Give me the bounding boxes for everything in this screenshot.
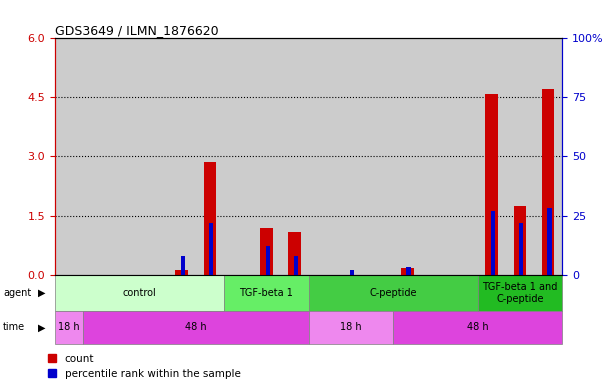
Bar	[309, 38, 337, 275]
Bar	[209, 223, 213, 275]
Bar	[83, 38, 111, 275]
Bar	[83, 311, 309, 344]
Bar	[337, 38, 365, 275]
Bar	[55, 38, 83, 275]
Bar	[393, 311, 562, 344]
Bar	[224, 275, 309, 311]
Text: ▶: ▶	[38, 322, 45, 333]
Bar	[175, 270, 188, 275]
Bar	[542, 89, 554, 275]
Bar	[478, 275, 562, 311]
Bar	[288, 232, 301, 275]
Text: 48 h: 48 h	[185, 322, 207, 333]
Text: time: time	[3, 322, 25, 333]
Bar	[393, 38, 421, 275]
Bar	[519, 223, 524, 275]
Bar	[260, 228, 273, 275]
Bar	[294, 256, 298, 275]
Bar	[252, 38, 280, 275]
Bar	[224, 38, 252, 275]
Text: C-peptide: C-peptide	[369, 288, 417, 298]
Text: 48 h: 48 h	[467, 322, 488, 333]
Bar	[401, 268, 414, 275]
Text: GDS3649 / ILMN_1876620: GDS3649 / ILMN_1876620	[55, 24, 219, 37]
Bar	[547, 209, 552, 275]
Bar	[491, 211, 495, 275]
Legend: count, percentile rank within the sample: count, percentile rank within the sample	[48, 354, 241, 379]
Bar	[196, 38, 224, 275]
Text: control: control	[123, 288, 156, 298]
Bar	[111, 38, 139, 275]
Bar	[55, 311, 83, 344]
Text: ▶: ▶	[38, 288, 45, 298]
Bar	[309, 311, 393, 344]
Bar	[421, 38, 450, 275]
Bar	[266, 246, 270, 275]
Bar	[203, 162, 216, 275]
Bar	[55, 275, 224, 311]
Bar	[513, 206, 526, 275]
Text: 18 h: 18 h	[58, 322, 80, 333]
Text: TGF-beta 1 and
C-peptide: TGF-beta 1 and C-peptide	[482, 282, 558, 304]
Bar	[167, 38, 196, 275]
Bar	[534, 38, 562, 275]
Bar	[309, 275, 478, 311]
Text: agent: agent	[3, 288, 31, 298]
Bar	[350, 270, 354, 275]
Bar	[406, 268, 411, 275]
Bar	[181, 256, 185, 275]
Bar	[478, 38, 506, 275]
Bar	[450, 38, 478, 275]
Bar	[280, 38, 309, 275]
Bar	[485, 94, 498, 275]
Text: 18 h: 18 h	[340, 322, 362, 333]
Bar	[365, 38, 393, 275]
Text: TGF-beta 1: TGF-beta 1	[240, 288, 293, 298]
Bar	[139, 38, 167, 275]
Bar	[506, 38, 534, 275]
